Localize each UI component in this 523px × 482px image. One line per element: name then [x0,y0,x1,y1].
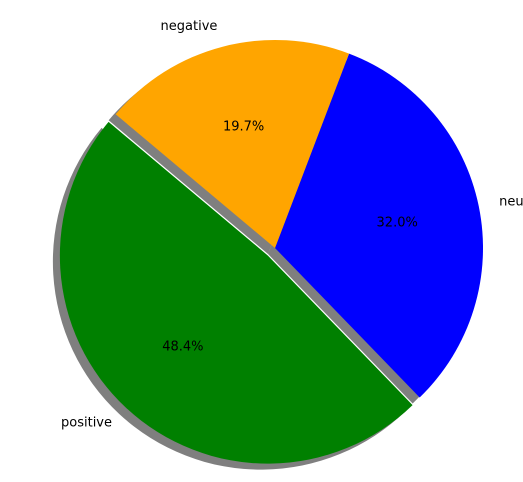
percent-label-negative: 19.7% [223,120,264,135]
slice-label-negative: negative [161,19,218,34]
pie-slices [59,39,484,464]
slice-label-positive: positive [61,416,112,431]
slice-label-neutral: neutral [499,195,523,210]
percent-label-positive: 48.4% [162,339,203,354]
pie-slice-negative [115,39,350,248]
pie-slice-neutral [275,53,484,398]
pie-slice-positive [59,121,413,464]
percent-label-neutral: 32.0% [377,215,418,230]
pie-labels: 48.4% positive 32.0% neutral 19.7% negative [61,19,523,430]
